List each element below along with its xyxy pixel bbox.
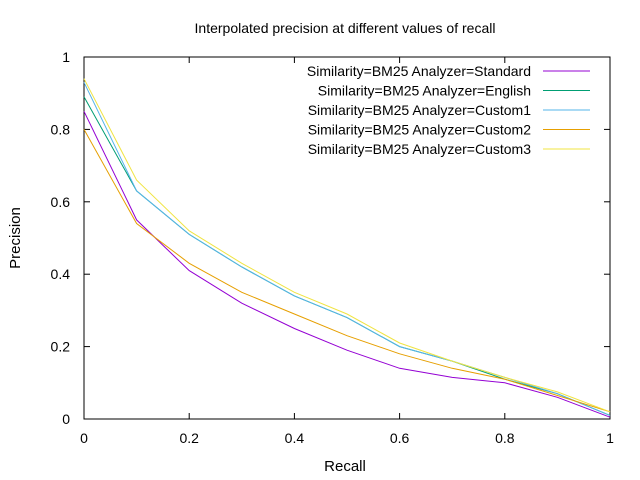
series-line bbox=[83, 78, 611, 413]
legend-label: Similarity=BM25 Analyzer=Custom1 bbox=[308, 102, 532, 118]
series-line bbox=[83, 111, 611, 418]
legend-label: Similarity=BM25 Analyzer=Custom2 bbox=[308, 122, 532, 138]
y-tick-label: 0.6 bbox=[51, 194, 71, 210]
legend-label: Similarity=BM25 Analyzer=Standard bbox=[307, 63, 531, 79]
y-tick-label: 1 bbox=[62, 49, 70, 65]
y-axis-label: Precision bbox=[7, 207, 24, 269]
legend: Similarity=BM25 Analyzer=Standard Similar… bbox=[307, 63, 590, 157]
y-tick-label: 0.8 bbox=[51, 121, 71, 137]
series-line bbox=[83, 129, 611, 413]
plot-frame bbox=[83, 56, 611, 420]
y-tick-label: 0 bbox=[62, 411, 70, 427]
x-tick-label: 0 bbox=[80, 430, 88, 446]
plot-area: 0 0.2 0.4 0.6 0.8 1 0 0.2 0.4 0.6 0.8 1 Similarity=… bbox=[51, 49, 615, 446]
legend-label: Similarity=BM25 Analyzer=Custom3 bbox=[308, 141, 532, 157]
series-line bbox=[83, 82, 611, 416]
series-lines bbox=[83, 78, 611, 418]
y-tick-label: 0.2 bbox=[51, 339, 71, 355]
x-tick-label: 0.8 bbox=[495, 430, 515, 446]
x-tick-label: 0.2 bbox=[179, 430, 199, 446]
legend-label: Similarity=BM25 Analyzer=English bbox=[318, 83, 531, 99]
chart-title: Interpolated precision at different valu… bbox=[195, 20, 496, 36]
axis-ticks: 0 0.2 0.4 0.6 0.8 1 0 0.2 0.4 0.6 0.8 1 bbox=[51, 49, 615, 446]
x-tick-label: 0.6 bbox=[390, 430, 410, 446]
x-axis-label: Recall bbox=[324, 458, 366, 475]
y-tick-label: 0.4 bbox=[51, 266, 71, 282]
x-tick-label: 1 bbox=[606, 430, 614, 446]
x-tick-label: 0.4 bbox=[285, 430, 305, 446]
